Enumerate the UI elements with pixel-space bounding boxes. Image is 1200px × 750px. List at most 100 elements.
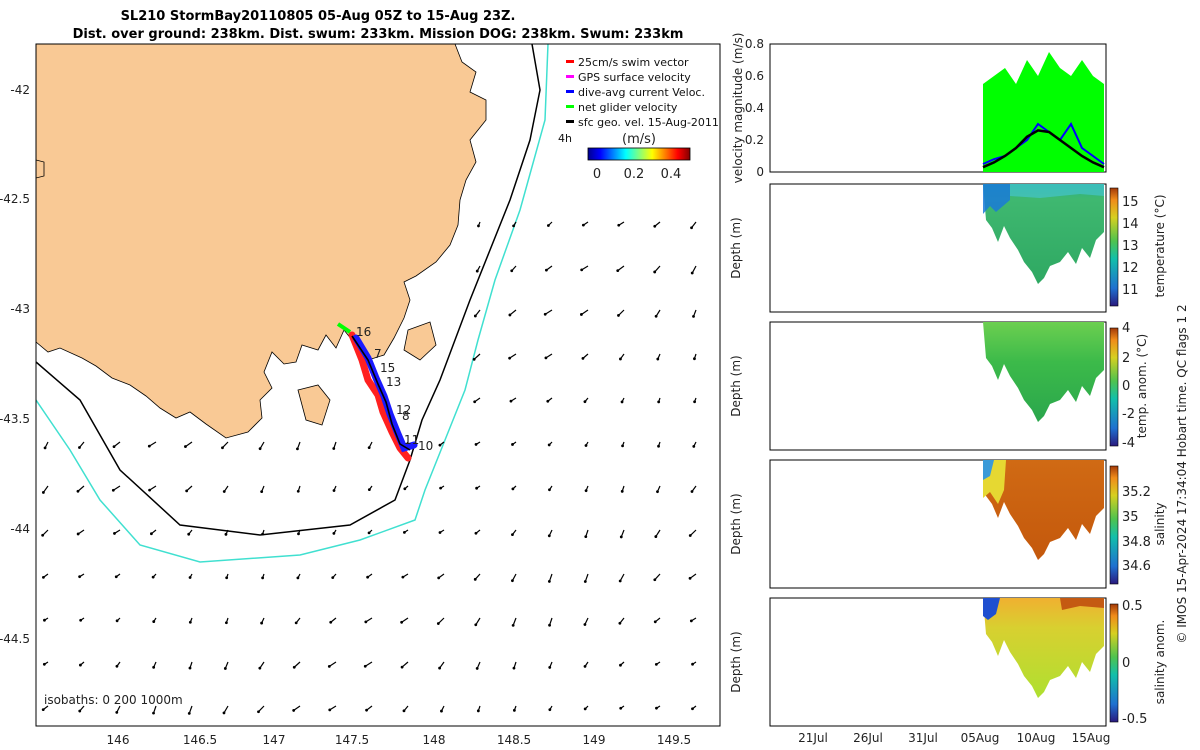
salinity-cb-tick: 35.2 [1122, 485, 1151, 500]
lon-ticks: 146 146.5 147 147.5 148 148.5 149 149.5 [107, 733, 692, 747]
velocity-arrow-head [438, 666, 442, 670]
velocity-arrow-head [366, 575, 370, 579]
velocity-arrow-head [653, 620, 657, 624]
velocity-ytick: 0.4 [745, 101, 764, 115]
velocity-arrow-head [402, 709, 406, 713]
temperature-cb-tick: 13 [1122, 239, 1139, 254]
velocity-arrow-head [365, 708, 368, 712]
depth-ylabel: Depth (m) [729, 217, 743, 278]
legend-entry: GPS surface velocity [578, 71, 691, 84]
velocity-arrow-head [296, 447, 299, 451]
title-line-1: SL210 StormBay20110805 05-Aug 05Z to 15-… [121, 9, 516, 24]
velocity-arrow-head [473, 314, 477, 318]
velocity-arrow-head [188, 576, 192, 579]
velocity-arrow-head [543, 312, 547, 316]
velocity-arrow-head [619, 706, 623, 710]
salinity-colorbar [1109, 465, 1119, 585]
velocity-arrow-head [547, 443, 551, 447]
colorbar-tick: 0.2 [624, 167, 645, 182]
velocity-arrow-head [690, 490, 694, 493]
temp-anom-cb-tick: -4 [1122, 436, 1135, 451]
track-label: 16 [356, 325, 371, 339]
velocity-arrow-head [152, 620, 156, 623]
velocity-arrow-head [581, 223, 585, 227]
track-day-labels: 16 7 15 13 12 8 11 10 [356, 325, 433, 453]
velocity-arrow-head [400, 620, 404, 624]
lat-tick-label: -42 [10, 83, 30, 97]
velocity-arrow-head [79, 663, 82, 667]
velocity-arrow-head [221, 446, 224, 450]
velocity-arrow-head [260, 621, 264, 625]
sal-anom-surface [1060, 598, 1104, 610]
velocity-arrow-head [403, 531, 406, 534]
velocity-arrow-head [472, 357, 476, 361]
velocity-arrow-head [653, 578, 657, 582]
velocity-arrow-head [258, 666, 262, 670]
legend-entry: 25cm/s swim vector [578, 56, 689, 69]
velocity-arrow-head [332, 447, 336, 450]
velocity-arrow-head [548, 708, 552, 712]
temp-anom-section [983, 322, 1104, 422]
sal-anom-section [983, 598, 1104, 698]
velocity-arrow-head [187, 711, 191, 715]
depth-ylabel: Depth (m) [729, 493, 743, 554]
salinity-panel [769, 459, 1107, 589]
sal-anom-panel [769, 597, 1107, 727]
velocity-arrow-head [657, 444, 660, 448]
velocity-arrow-head [547, 580, 551, 583]
velocity-arrow-head [693, 357, 696, 361]
velocity-arrow-head [511, 443, 514, 446]
velocity-arrow-head [79, 618, 83, 622]
velocity-arrow-head [583, 707, 587, 711]
salinity-section [983, 460, 1104, 560]
legend-swatch [566, 120, 574, 123]
glider-track-red [348, 331, 412, 462]
velocity-arrow-head [111, 488, 115, 492]
velocity-arrow-head [187, 532, 191, 536]
sal-anom-surface [983, 598, 1000, 620]
velocity-arrow-head [619, 357, 622, 361]
velocity-arrow-head [114, 575, 118, 579]
velocity-arrow-head [692, 315, 695, 318]
velocity-arrow-head [693, 400, 696, 404]
velocity-arrow-head [617, 223, 621, 227]
lon-tick-label: 147 [263, 733, 286, 747]
time-tick: 31Jul [908, 731, 938, 745]
temperature-surface-layer [1010, 184, 1104, 198]
velocity-arrow-head [327, 664, 331, 668]
velocity-arrow-head [511, 623, 515, 627]
velocity-arrow-head [653, 224, 657, 228]
velocity-arrow-head [332, 489, 336, 492]
velocity-arrow-head [691, 707, 694, 711]
temperature-cb-tick: 14 [1122, 217, 1139, 232]
salinity-cb-tick: 34.6 [1122, 559, 1151, 574]
velocity-arrow-head [654, 314, 658, 318]
velocity-arrow-head [41, 708, 45, 712]
velocity-arrow-head [78, 575, 82, 579]
velocity-arrow-head [367, 488, 371, 492]
velocity-arrow-head [147, 444, 151, 448]
velocity-panel: 0 0.2 0.4 0.6 0.8 velocity magnitude (m/… [731, 33, 1107, 183]
velocity-arrow-head [476, 709, 480, 713]
velocity-arrow-head [656, 490, 659, 494]
velocity-arrow-head [512, 224, 515, 228]
velocity-arrow-head [115, 710, 119, 714]
sal-anom-colorbar [1109, 603, 1119, 723]
salinity-fresh-patch [983, 460, 994, 480]
velocity-arrow-head [475, 269, 479, 273]
velocity-arrow-head [474, 531, 478, 535]
velocity-arrow-head [508, 313, 512, 317]
velocity-arrow-head [222, 711, 226, 715]
velocity-arrow-head [583, 664, 587, 668]
velocity-arrow-head [511, 533, 514, 536]
velocity-arrow-head [690, 226, 693, 230]
series-line [982, 129, 1105, 169]
velocity-arrow-head [621, 444, 624, 448]
velocity-arrow-head [688, 534, 692, 537]
velocity-arrow-head [296, 576, 300, 580]
velocity-arrow-head [296, 489, 300, 493]
velocity-arrow-head [364, 620, 368, 624]
velocity-arrow-head [436, 622, 440, 625]
track-label: 7 [374, 347, 382, 361]
